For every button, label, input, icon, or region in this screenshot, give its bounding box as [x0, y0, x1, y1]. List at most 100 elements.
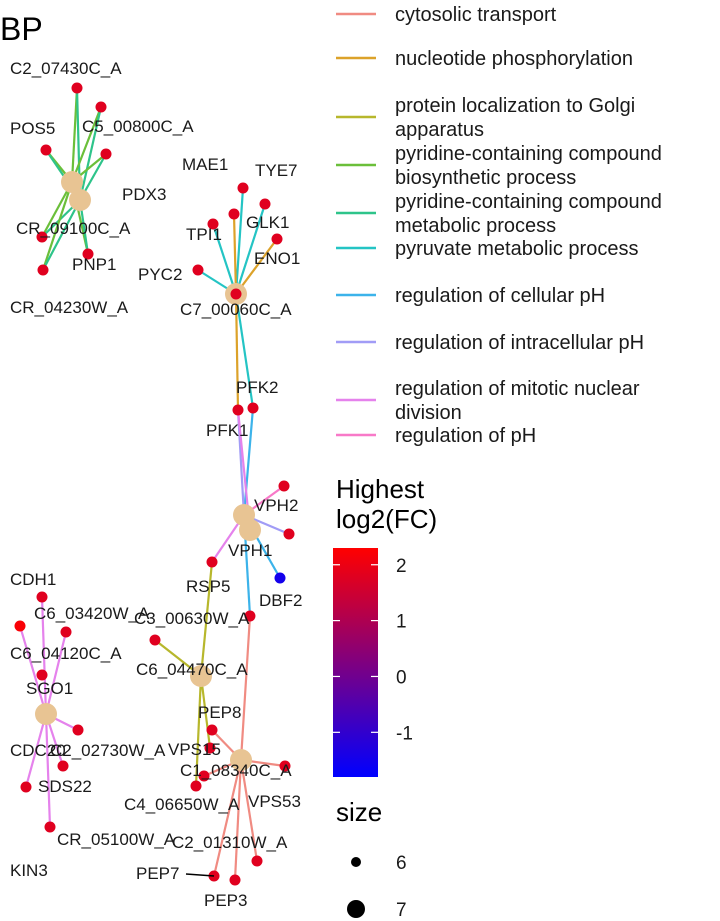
network-nodes — [14, 82, 295, 886]
gene-node-cdc20 — [72, 724, 84, 736]
gene-label-cdh1: CDH1 — [10, 570, 56, 589]
edge-plg-rsp5 — [199, 561, 214, 677]
edge-rmn-c6-03420w-a — [44, 631, 68, 715]
gene-node-vps15 — [204, 742, 216, 754]
gene-node-pep3 — [229, 874, 241, 886]
gene-node-sgo1 — [36, 669, 48, 681]
size-key-6 — [351, 857, 361, 867]
edge-pmp-tye7 — [234, 203, 267, 295]
gene-node-pep8 — [206, 724, 218, 736]
edge-rmn-c6-04120c-a — [18, 625, 48, 715]
gene-label-c6-04470c-a: C6_04470C_A — [136, 660, 248, 679]
size-legend-title: size — [336, 797, 382, 827]
gene-node-c2-01310w-a — [251, 855, 263, 867]
legend-label-plg: protein localization to Golgi apparatus — [395, 95, 635, 141]
edge-ct-c3-00630w-a — [239, 615, 252, 761]
concept-node-golgi-hub — [190, 665, 212, 687]
gene-label-tpi1: TPI1 — [186, 225, 222, 244]
gene-label-tye7: TYE7 — [255, 161, 298, 180]
concept-node-pcm-hub — [69, 189, 91, 211]
concept-node-pcb-hub — [61, 171, 83, 193]
gene-label-c6-04120c-a: C6_04120C_A — [10, 644, 122, 663]
edge-pcm-c5-00800c-a — [78, 106, 103, 201]
colorbar-tick-label: 1 — [396, 612, 407, 633]
size-key-7 — [347, 900, 365, 918]
gene-node-pos5 — [40, 144, 52, 156]
gene-label-c7-00060c-a: C7_00060C_A — [180, 300, 292, 319]
edge-np-eno1 — [235, 238, 278, 295]
edge-plg-c4-06650w-a — [194, 675, 203, 787]
colorbar-tick-label: -1 — [396, 723, 413, 744]
gene-node-pfk2 — [247, 402, 259, 414]
gene-label-cr-04230w-a: CR_04230W_A — [10, 298, 129, 317]
pep7-pointer — [185, 873, 215, 877]
edge-pmp-pfk2 — [234, 293, 255, 409]
edge-ct-pep7 — [212, 759, 243, 877]
size-label-6: 6 — [396, 853, 407, 874]
legend-label-ct: cytosolic transport — [395, 4, 557, 26]
gene-node-tye7 — [259, 198, 271, 210]
gene-label-c5-00800c-a: C5_00800C_A — [82, 117, 194, 136]
size-legend: size 6 7 — [336, 797, 407, 921]
colorbar-tick-label: 2 — [396, 556, 407, 577]
gene-label-vph1: VPH1 — [228, 541, 272, 560]
colorbar-title: Highest log2(FC) — [336, 474, 437, 534]
gene-label-pep3: PEP3 — [204, 891, 247, 910]
gene-label-vps15: VPS15 — [168, 740, 221, 759]
gene-label-cdc20: CDC20 — [10, 741, 66, 760]
edge-rmn-cdh1 — [40, 596, 48, 715]
legend-label-rph: regulation of pH — [395, 425, 536, 447]
gene-node-vps53 — [279, 760, 291, 772]
edge-pcm-cr-04230w-a — [42, 199, 81, 271]
gene-label-c6-03420w-a: C6_03420W_A — [34, 604, 150, 623]
gene-node-mae1 — [237, 182, 249, 194]
gene-label-vph2: VPH2 — [254, 496, 298, 515]
gene-label-pep8: PEP8 — [198, 703, 241, 722]
gene-label-pfk2: PFK2 — [236, 378, 279, 397]
edge-rmn-sds22 — [24, 713, 48, 788]
gene-node-cr-05100w-a — [44, 821, 56, 833]
edge-plg-vps15 — [199, 675, 212, 749]
gene-label-pnp1: PNP1 — [72, 255, 116, 274]
gene-node-vph2 — [278, 480, 290, 492]
gene-node-pdx3 — [100, 148, 112, 160]
gene-node-pyc2 — [192, 264, 204, 276]
gene-node-cr-04230w-a — [37, 264, 49, 276]
legend-label-pmp: pyruvate metabolic process — [395, 238, 638, 260]
gene-label-c3-00630w-a: C3_00630W_A — [134, 609, 250, 628]
gene-node-c7-00060c-a — [230, 288, 242, 300]
gene-label-mae1: MAE1 — [182, 155, 228, 174]
gene-label-c2-02730w-a: C2_02730W_A — [50, 741, 166, 760]
legend-label-np: nucleotide phosphorylation — [395, 48, 633, 70]
gene-label-c1-08340c-a: C1_08340C_A — [180, 761, 292, 780]
edge-ct-pep3 — [233, 759, 243, 881]
gene-node-eno1 — [271, 233, 283, 245]
gene-label-pdx3: PDX3 — [122, 185, 166, 204]
edge-pmp-tpi1 — [211, 223, 238, 295]
colorbar — [333, 548, 378, 777]
edge-pcb-cr-04230w-a — [41, 181, 74, 271]
edge-rmn-cr-05100w-a — [44, 713, 52, 828]
gene-node-dbf2 — [274, 572, 286, 584]
gene-label-rsp5: RSP5 — [186, 577, 230, 596]
gene-label-eno1: ENO1 — [254, 249, 300, 268]
gene-node-c6-04120c-a — [14, 620, 26, 632]
gene-label-dbf2: DBF2 — [259, 591, 302, 610]
gene-node-c1-08340c-a — [198, 770, 210, 782]
edge-ct-c2-01310w-a — [239, 759, 259, 862]
edge-rcp-pfk2 — [242, 407, 255, 516]
legend-label-pcm: pyridine-containing compound metabolic pr… — [395, 191, 662, 237]
gene-label-vps53: VPS53 — [248, 792, 301, 811]
gene-label-sds22: SDS22 — [38, 777, 92, 796]
legend-label-rip: regulation of intracellular pH — [395, 332, 644, 354]
gene-label-sgo1: SGO1 — [26, 679, 73, 698]
gene-node-pfk1 — [232, 404, 244, 416]
gene-node-cr-09100c-a — [36, 231, 48, 243]
gene-node-cdh1 — [36, 591, 48, 603]
gene-label-pyc2: PYC2 — [138, 265, 182, 284]
edge-pmp-mae1 — [234, 187, 245, 295]
gene-label-c4-06650w-a: C4_06650W_A — [124, 795, 240, 814]
gene-node-glk1 — [228, 208, 240, 220]
gene-label-pfk1: PFK1 — [206, 421, 249, 440]
